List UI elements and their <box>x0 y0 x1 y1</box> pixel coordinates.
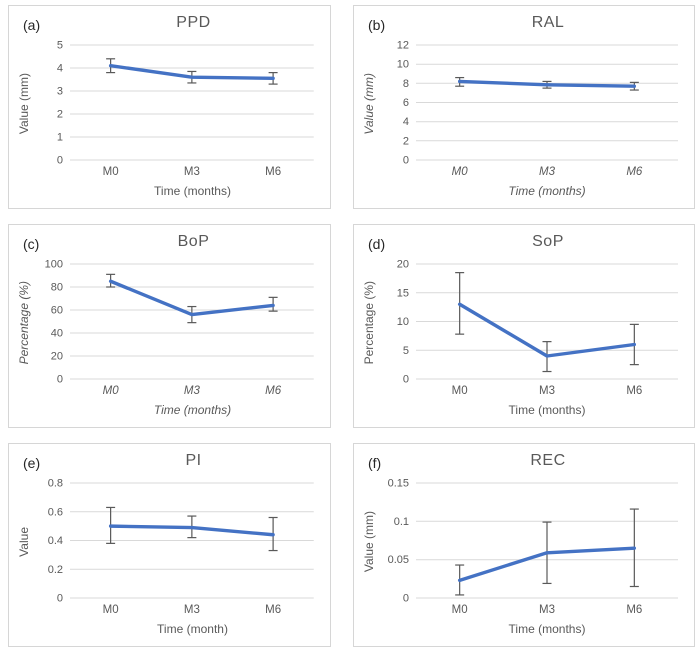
chart-title: BoP <box>177 233 210 250</box>
svg-text:M6: M6 <box>265 385 282 397</box>
svg-text:M3: M3 <box>184 604 200 616</box>
y-axis-label: Value (mm) <box>362 511 376 573</box>
svg-text:0.2: 0.2 <box>48 564 63 576</box>
svg-text:M0: M0 <box>452 385 468 397</box>
chart-area: Value (mm) 0 1 2 3 4 5 M0 M3 M6 <box>17 38 322 184</box>
chart-title: PI <box>185 452 202 469</box>
chart-panel-rec: (f) REC Value (mm) 0 0.05 0.1 0.15 M0 M3 M6 Ti… <box>353 443 695 647</box>
y-axis-label: Value (mm) <box>17 73 31 135</box>
svg-text:0.15: 0.15 <box>388 478 409 490</box>
chart-plot: 0 5 10 15 20 M0 M3 M6 <box>397 259 678 397</box>
x-axis-label: Time (month) <box>157 622 228 636</box>
chart-plot: 0 1 2 3 4 5 M0 M3 M6 <box>57 40 314 178</box>
panel-label: (c) <box>23 236 40 252</box>
svg-text:4: 4 <box>57 63 63 75</box>
svg-text:M0: M0 <box>103 166 119 178</box>
y-axis-label: Percentage (%) <box>17 281 31 365</box>
chart-panel-ppd: (a) PPD Value (mm) 0 1 2 3 4 5 M0 M3 M6 Time (mo… <box>8 5 331 209</box>
svg-text:M0: M0 <box>452 604 468 616</box>
svg-text:M6: M6 <box>265 166 281 178</box>
svg-text:0: 0 <box>57 155 63 167</box>
svg-text:1: 1 <box>57 132 63 144</box>
chart-plot: 0 20 40 60 80 100 M0 M3 M6 <box>45 259 314 397</box>
x-axis-label: Time (months) <box>508 184 586 198</box>
svg-text:0.8: 0.8 <box>48 478 63 490</box>
svg-text:M3: M3 <box>539 166 556 178</box>
svg-text:0: 0 <box>57 374 63 386</box>
x-axis-label: Time (months) <box>153 403 232 417</box>
y-axis-label: Value <box>17 527 31 557</box>
svg-text:M3: M3 <box>539 385 555 397</box>
svg-text:M0: M0 <box>103 385 120 397</box>
chart-area: Percentage (%) 0 20 40 60 80 100 M0 M3 M6 <box>17 257 322 403</box>
svg-text:60: 60 <box>51 305 63 317</box>
chart-area: Value 0 0.2 0.4 0.6 0.8 M0 M3 M6 <box>17 476 322 622</box>
svg-text:0.05: 0.05 <box>388 554 409 566</box>
chart-plot: 0 0.2 0.4 0.6 0.8 M0 M3 M6 <box>48 478 314 616</box>
chart-title: PPD <box>176 14 211 31</box>
panel-label: (f) <box>368 455 382 471</box>
svg-text:2: 2 <box>57 109 63 121</box>
svg-text:M6: M6 <box>626 166 643 178</box>
svg-text:5: 5 <box>57 40 63 52</box>
x-axis-label: Time (months) <box>508 622 586 636</box>
x-axis-label: Time (months) <box>508 403 586 417</box>
svg-text:0: 0 <box>403 155 409 167</box>
svg-text:M6: M6 <box>626 385 642 397</box>
y-axis-label: Value (mm) <box>362 73 376 135</box>
chart-title: SoP <box>532 233 564 250</box>
svg-text:M0: M0 <box>452 166 469 178</box>
svg-text:10: 10 <box>397 59 409 71</box>
svg-text:10: 10 <box>397 316 409 328</box>
svg-text:3: 3 <box>57 86 63 98</box>
svg-text:M6: M6 <box>265 604 281 616</box>
svg-text:15: 15 <box>397 287 409 299</box>
chart-panel-pi: (e) PI Value 0 0.2 0.4 0.6 0.8 M0 M3 M6 Time (m… <box>8 443 331 647</box>
svg-text:12: 12 <box>397 40 409 52</box>
svg-text:8: 8 <box>403 78 409 90</box>
svg-text:0.4: 0.4 <box>48 535 63 547</box>
y-axis-label: Percentage (%) <box>362 281 376 365</box>
svg-text:M3: M3 <box>539 604 555 616</box>
svg-text:M3: M3 <box>184 385 201 397</box>
x-axis-label: Time (months) <box>154 184 231 198</box>
svg-text:2: 2 <box>403 135 409 147</box>
svg-text:M3: M3 <box>184 166 200 178</box>
chart-area: Value (mm) 0 0.05 0.1 0.15 M0 M3 M6 <box>362 476 686 622</box>
chart-area: Value (mm) 0 2 4 6 8 10 12 M0 M3 M6 <box>362 38 686 184</box>
chart-panel-bop: (c) BoP Percentage (%) 0 20 40 60 80 100 M0 M3 M… <box>8 224 331 428</box>
chart-panel-ral: (b) RAL Value (mm) 0 2 4 6 8 10 12 M0 M3 M6 Time … <box>353 5 695 209</box>
panel-label: (a) <box>23 17 41 33</box>
chart-plot: 0 2 4 6 8 10 12 M0 M3 M6 <box>397 40 678 178</box>
panel-label: (e) <box>23 455 41 471</box>
svg-text:20: 20 <box>397 259 409 271</box>
svg-text:6: 6 <box>403 97 409 109</box>
svg-text:0: 0 <box>403 593 409 605</box>
svg-text:5: 5 <box>403 345 409 357</box>
chart-title: REC <box>530 452 566 469</box>
svg-text:0.1: 0.1 <box>394 516 409 528</box>
svg-text:100: 100 <box>45 259 63 271</box>
chart-plot: 0 0.05 0.1 0.15 M0 M3 M6 <box>388 478 678 616</box>
chart-area: Percentage (%) 0 5 10 15 20 M0 M3 M6 <box>362 257 686 403</box>
chart-panel-sop: (d) SoP Percentage (%) 0 5 10 15 20 M0 M3 M6 Ti… <box>353 224 695 428</box>
svg-text:20: 20 <box>51 351 63 363</box>
svg-text:0: 0 <box>57 593 63 605</box>
svg-text:40: 40 <box>51 328 63 340</box>
svg-text:4: 4 <box>403 116 409 128</box>
svg-text:80: 80 <box>51 282 63 294</box>
svg-text:0: 0 <box>403 374 409 386</box>
svg-text:0.6: 0.6 <box>48 506 63 518</box>
chart-title: RAL <box>531 14 565 31</box>
panel-label: (d) <box>368 236 386 252</box>
panel-label: (b) <box>368 17 386 33</box>
svg-text:M0: M0 <box>103 604 119 616</box>
svg-text:M6: M6 <box>626 604 642 616</box>
